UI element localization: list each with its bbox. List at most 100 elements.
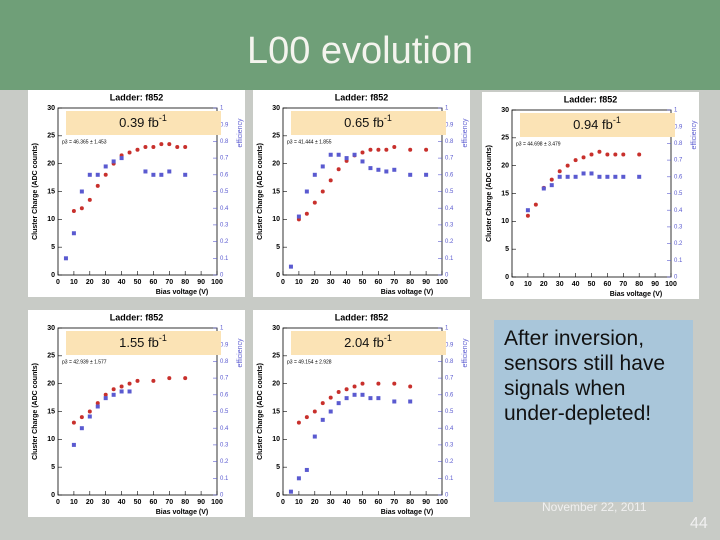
y2-tick-label: 0.2 (220, 239, 229, 245)
charge-point (352, 384, 357, 389)
y-tick-label: 10 (47, 216, 55, 223)
y2-tick-label: 0.8 (445, 139, 454, 145)
y2-tick-label: 0 (220, 273, 224, 279)
annotation-exponent: -1 (613, 115, 621, 125)
charge-point (87, 409, 92, 414)
y-axis-label: Cluster Charge (ADC counts) (257, 363, 264, 460)
x-tick-label: 80 (406, 279, 414, 286)
chart-title: Ladder: f852 (110, 312, 164, 322)
efficiency-point (328, 409, 333, 414)
y2-tick-label: 0.9 (220, 122, 229, 128)
charge-point (557, 169, 562, 174)
x-tick-label: 40 (118, 279, 126, 286)
charge-point (151, 378, 156, 383)
efficiency-point (589, 171, 594, 176)
y-tick-label: 15 (47, 188, 55, 195)
y2-axis-label: efficiency (462, 338, 469, 368)
y2-axis-label: efficiency (237, 118, 244, 148)
chart-title: Ladder: f852 (335, 312, 389, 322)
charge-point (71, 208, 76, 213)
efficiency-point (376, 167, 381, 172)
x-tick-label: 80 (406, 499, 414, 506)
efficiency-point (87, 414, 92, 419)
x-tick-label: 20 (311, 499, 319, 506)
x-axis-label: Bias voltage (V) (610, 291, 663, 298)
annotation-value: 0.65 fb (344, 115, 384, 130)
y-tick-label: 15 (272, 408, 280, 415)
y2-tick-label: 0.5 (220, 409, 229, 415)
charge-point (613, 152, 618, 157)
efficiency-point (71, 442, 76, 447)
charge-point (119, 384, 124, 389)
x-tick-label: 90 (197, 499, 205, 506)
x-tick-label: 0 (56, 279, 60, 286)
charge-point (533, 202, 538, 207)
efficiency-point (392, 399, 397, 404)
x-tick-label: 50 (134, 279, 142, 286)
x-tick-label: 50 (359, 279, 367, 286)
efficiency-point (119, 156, 124, 161)
efficiency-point (328, 152, 333, 157)
plot-frame (57, 107, 218, 276)
annotation-value: 1.55 fb (119, 335, 159, 350)
y2-tick-label: 0.9 (445, 342, 454, 348)
efficiency-point (304, 467, 309, 472)
charge-point (79, 415, 84, 420)
x-tick-label: 100 (211, 279, 223, 286)
y-axis-label: Cluster Charge (ADC counts) (257, 143, 264, 240)
x-tick-label: 60 (150, 499, 158, 506)
y2-tick-label: 0.1 (220, 476, 229, 482)
fit-result: p3 = 41.444 ± 1.855 (287, 139, 332, 145)
x-tick-label: 10 (295, 499, 303, 506)
y2-tick-label: 0.4 (445, 426, 454, 432)
x-tick-label: 40 (118, 499, 126, 506)
annotation-exponent: -1 (384, 113, 392, 123)
charge-point (344, 387, 349, 392)
x-tick-label: 80 (181, 499, 189, 506)
x-tick-label: 90 (651, 281, 659, 288)
efficiency-point (159, 172, 164, 177)
x-tick-label: 100 (211, 499, 223, 506)
y2-tick-label: 0.3 (220, 222, 229, 228)
y-tick-label: 25 (501, 135, 509, 142)
charge-point (573, 158, 578, 163)
charge-point (167, 142, 172, 147)
efficiency-point (360, 159, 365, 164)
x-tick-label: 30 (102, 279, 110, 286)
y2-tick-label: 0.3 (674, 224, 683, 230)
annotation-exponent: -1 (159, 333, 167, 343)
y2-tick-label: 0.6 (220, 392, 229, 398)
y-tick-label: 25 (47, 133, 55, 140)
efficiency-point (127, 389, 132, 394)
plot-frame (57, 327, 218, 496)
y-tick-label: 10 (272, 436, 280, 443)
charge-point (328, 178, 333, 183)
efficiency-point (288, 264, 293, 269)
charge-point (621, 152, 626, 157)
charge-point (135, 147, 140, 152)
y2-tick-label: 0.8 (445, 359, 454, 365)
x-tick-label: 90 (422, 279, 430, 286)
x-tick-label: 20 (86, 499, 94, 506)
x-tick-label: 50 (134, 499, 142, 506)
charge-point (328, 395, 333, 400)
y-tick-label: 15 (272, 188, 280, 195)
charge-point (127, 150, 132, 155)
plot-frame (282, 327, 443, 496)
y-tick-label: 20 (501, 163, 509, 170)
x-tick-label: 70 (390, 499, 398, 506)
efficiency-point (296, 214, 301, 219)
page-number: 44 (690, 515, 708, 532)
y2-tick-label: 0.9 (445, 122, 454, 128)
y2-tick-label: 0.4 (674, 208, 683, 214)
x-tick-label: 20 (86, 279, 94, 286)
x-tick-label: 60 (150, 279, 158, 286)
efficiency-point (392, 167, 397, 172)
fit-result: p3 = 49.154 ± 2.928 (287, 359, 332, 365)
efficiency-point (79, 426, 84, 431)
charge-point (175, 144, 180, 149)
efficiency-point (183, 172, 188, 177)
y2-tick-label: 0.7 (220, 156, 229, 162)
x-axis-label: Bias voltage (V) (156, 509, 209, 516)
annotation: 0.65 fb-1 (344, 113, 392, 130)
